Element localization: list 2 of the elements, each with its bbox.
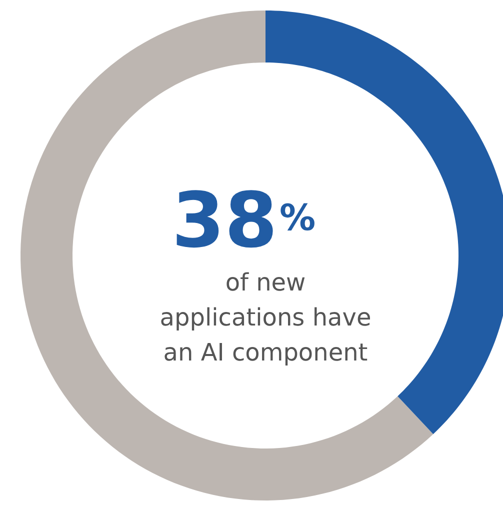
text: of new applications have an AI component bbox=[160, 268, 372, 366]
text: 38% bbox=[172, 176, 316, 264]
